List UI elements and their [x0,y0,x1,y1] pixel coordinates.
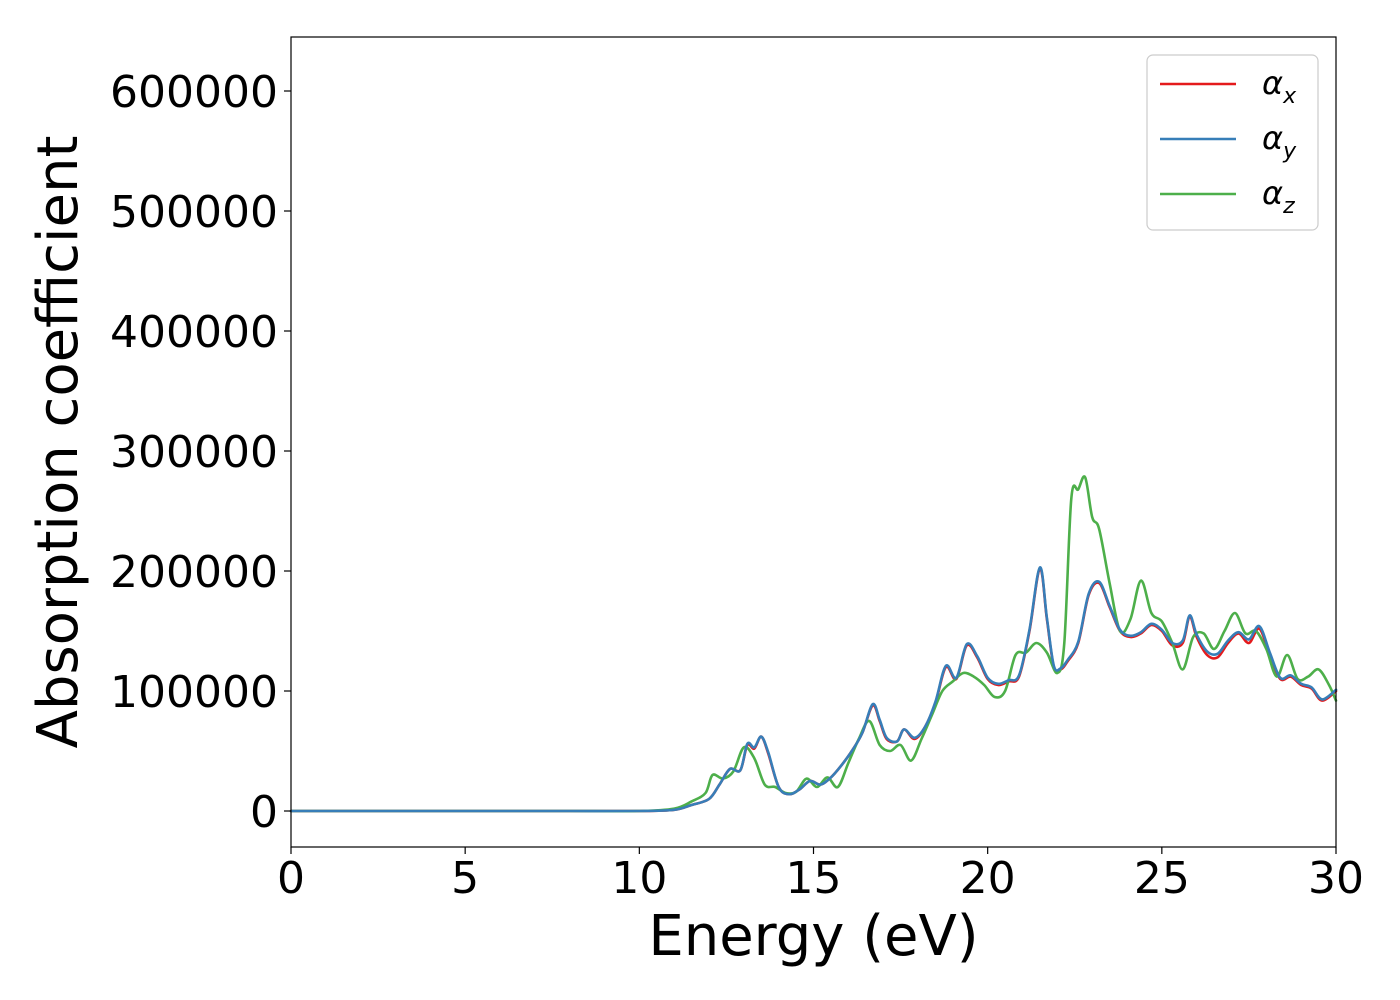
x-tick-label: 5 [451,853,479,904]
y-tick-label: 500000 [110,187,278,238]
x-axis-ticks: 0 5 10 15 20 25 30 [277,847,1364,904]
series-line-alpha-z [289,475,1338,813]
y-tick-label: 300000 [110,427,278,478]
legend-label-y: αy [1262,119,1297,164]
y-tick-label: 0 [250,787,278,838]
series-line-alpha-y [289,566,1338,813]
y-tick-label: 100000 [110,667,278,718]
legend-symbol: α [1262,64,1283,102]
y-tick-label: 200000 [110,547,278,598]
series-layer [289,475,1338,813]
x-tick-label: 0 [277,853,305,904]
x-tick-label: 10 [611,853,667,904]
legend-subscript: z [1282,194,1295,219]
legend-label-x: αx [1262,64,1297,109]
y-tick-label: 600000 [110,67,278,118]
y-axis-label: Absorption coefficient [26,136,91,749]
legend-label-z: αz [1262,174,1295,219]
x-tick-label: 25 [1134,853,1190,904]
y-tick-label: 400000 [110,307,278,358]
x-tick-label: 20 [960,853,1016,904]
legend-symbol: α [1262,174,1283,212]
y-axis-ticks: 0 100000 200000 300000 400000 500000 600000 [110,67,291,838]
x-tick-label: 30 [1308,853,1364,904]
x-axis-label: Energy (eV) [648,904,978,969]
legend-subscript: y [1282,139,1297,164]
x-tick-label: 15 [786,853,842,904]
legend-box [1146,54,1319,231]
legend-subscript: x [1282,84,1297,109]
legend-symbol: α [1262,119,1283,157]
